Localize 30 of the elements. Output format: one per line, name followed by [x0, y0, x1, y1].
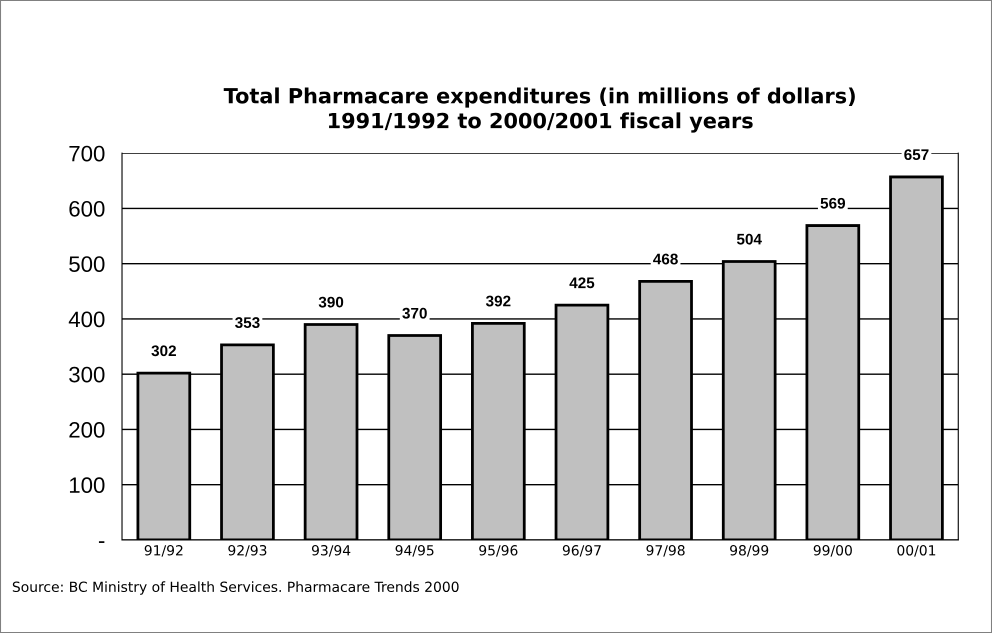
- data-label: 392: [486, 296, 510, 306]
- y-tick-label: 600: [69, 200, 104, 217]
- y-tick-label: 400: [68, 311, 104, 328]
- x-tick-label: 92/93: [228, 545, 266, 557]
- data-label: 569: [820, 198, 846, 209]
- chart-title: Total Pharmacare expenditures (in millions of dollars) 1991/1992 to 2000/2001 fiscal years: [224, 87, 855, 133]
- x-tick-label: 95/96: [479, 545, 518, 557]
- data-label: 657: [904, 149, 929, 160]
- x-tick-label: 97/98: [646, 545, 685, 557]
- data-label: 468: [653, 254, 678, 264]
- x-tick-label: 00/01: [897, 545, 936, 557]
- y-tick-label: 100: [70, 477, 104, 493]
- x-tick-label: 98/99: [730, 545, 768, 557]
- x-tick-label: 99/00: [814, 545, 852, 557]
- source-note: Source: BC Ministry of Health Services. Pharmacare Trends 2000: [12, 581, 459, 595]
- x-tick-label: 91/92: [144, 545, 182, 557]
- data-label: 390: [318, 296, 344, 308]
- y-tick-label: 500: [69, 256, 104, 272]
- data-label: 302: [151, 345, 176, 356]
- y-tick-label: 200: [69, 422, 104, 438]
- x-tick-label: 93/94: [312, 545, 350, 557]
- x-tick-label: 96/97: [562, 545, 601, 557]
- y-tick-label: 700: [69, 146, 104, 162]
- y-tick-label: 300: [69, 366, 104, 382]
- data-label: 425: [569, 277, 594, 288]
- data-label: 353: [235, 317, 260, 328]
- data-label: 504: [736, 234, 762, 245]
- y-tick-label: -: [98, 541, 104, 543]
- data-label: 370: [402, 308, 427, 319]
- x-tick-label: 94/95: [396, 545, 434, 557]
